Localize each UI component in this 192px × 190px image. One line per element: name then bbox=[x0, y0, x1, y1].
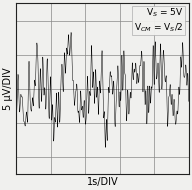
X-axis label: 1s/DIV: 1s/DIV bbox=[87, 177, 118, 187]
Text: V$_S$ = 5V
V$_{CM}$ = V$_S$/2: V$_S$ = 5V V$_{CM}$ = V$_S$/2 bbox=[134, 7, 183, 34]
Y-axis label: 5 µV/DIV: 5 µV/DIV bbox=[3, 67, 13, 110]
